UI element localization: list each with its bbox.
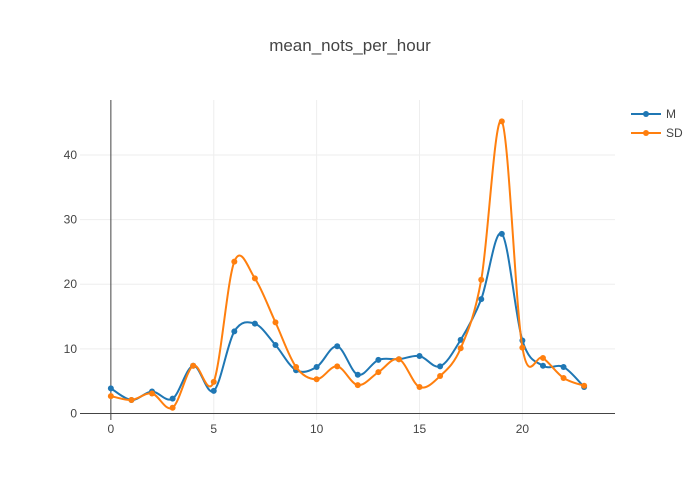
data-point[interactable] bbox=[128, 396, 135, 403]
data-point[interactable] bbox=[210, 378, 217, 385]
legend-label: M bbox=[666, 107, 676, 121]
data-point[interactable] bbox=[334, 343, 341, 350]
legend-item-m[interactable]: M bbox=[631, 107, 676, 121]
data-point[interactable] bbox=[375, 369, 382, 376]
data-point[interactable] bbox=[581, 382, 588, 389]
data-point[interactable] bbox=[210, 387, 217, 394]
data-point[interactable] bbox=[498, 118, 505, 125]
x-tick-label: 5 bbox=[210, 422, 217, 436]
data-point[interactable] bbox=[457, 345, 464, 352]
data-point[interactable] bbox=[457, 336, 464, 343]
data-point[interactable] bbox=[251, 275, 258, 282]
y-tick-label: 30 bbox=[64, 213, 78, 227]
data-point[interactable] bbox=[416, 384, 423, 391]
data-point[interactable] bbox=[272, 342, 279, 349]
data-point[interactable] bbox=[539, 362, 546, 369]
legend-label: SD bbox=[666, 126, 683, 140]
data-point[interactable] bbox=[478, 296, 485, 303]
legend-item-sd[interactable]: SD bbox=[631, 126, 683, 140]
data-point[interactable] bbox=[416, 353, 423, 359]
data-point[interactable] bbox=[169, 404, 176, 411]
y-tick-label: 0 bbox=[70, 407, 77, 421]
data-point[interactable] bbox=[354, 382, 361, 389]
gridlines bbox=[80, 100, 615, 420]
data-point[interactable] bbox=[231, 258, 238, 265]
data-point[interactable] bbox=[313, 363, 320, 370]
data-point[interactable] bbox=[519, 344, 526, 351]
data-point[interactable] bbox=[539, 354, 546, 361]
y-tick-label: 40 bbox=[64, 148, 78, 162]
data-point[interactable] bbox=[190, 362, 197, 369]
legend-swatch-marker bbox=[643, 111, 649, 117]
data-point[interactable] bbox=[107, 385, 114, 392]
data-point[interactable] bbox=[560, 374, 567, 381]
data-point[interactable] bbox=[395, 356, 402, 363]
data-point[interactable] bbox=[354, 371, 361, 378]
x-tick-label: 15 bbox=[413, 422, 427, 436]
axes bbox=[80, 100, 615, 420]
data-point[interactable] bbox=[334, 363, 341, 370]
series-sd bbox=[107, 118, 588, 411]
data-point[interactable] bbox=[149, 390, 156, 397]
data-point[interactable] bbox=[313, 376, 320, 383]
x-tick-label: 10 bbox=[310, 422, 324, 436]
legend[interactable]: M SD bbox=[631, 107, 683, 140]
x-tick-label: 20 bbox=[516, 422, 530, 436]
data-point[interactable] bbox=[107, 393, 114, 400]
y-tick-label: 20 bbox=[64, 277, 78, 291]
y-tick-label: 10 bbox=[64, 342, 78, 356]
data-point[interactable] bbox=[251, 320, 258, 327]
data-point[interactable] bbox=[169, 395, 176, 402]
tick-labels: 0 5 10 15 20 0 10 20 30 40 bbox=[64, 148, 530, 436]
x-tick-label: 0 bbox=[108, 422, 115, 436]
legend-swatch-marker bbox=[643, 130, 649, 136]
data-point[interactable] bbox=[231, 328, 238, 335]
series-line-sd bbox=[110, 120, 585, 410]
data-point[interactable] bbox=[437, 373, 444, 380]
data-point[interactable] bbox=[560, 363, 567, 370]
data-point[interactable] bbox=[375, 356, 382, 363]
data-point[interactable] bbox=[478, 276, 485, 283]
data-point[interactable] bbox=[293, 363, 300, 370]
data-point[interactable] bbox=[437, 363, 444, 370]
series-lines bbox=[107, 118, 588, 411]
data-point[interactable] bbox=[272, 319, 279, 326]
chart-title: mean_nots_per_hour bbox=[269, 36, 431, 55]
data-point[interactable] bbox=[498, 230, 505, 237]
